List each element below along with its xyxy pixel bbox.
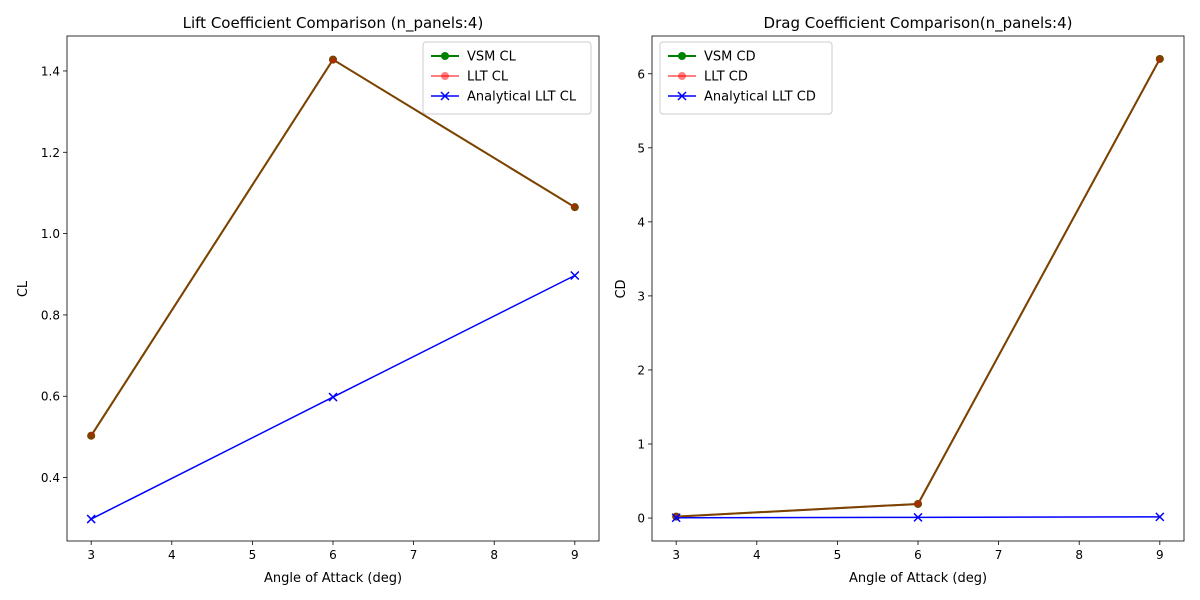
plot-area-border [651, 35, 1185, 542]
y-axis-label: CD [614, 279, 629, 298]
y-tick-label: 0.4 [41, 471, 60, 485]
data-point [1155, 512, 1165, 522]
data-point [671, 513, 681, 523]
legend-box [659, 41, 833, 115]
legend-label: Analytical LLT CD [704, 90, 816, 105]
series-line [676, 58, 1161, 518]
legend-label: LLT CL [467, 70, 509, 85]
x-tick-label: 9 [571, 548, 579, 562]
chart-title: Lift Coefficient Comparison (n_panels:4) [183, 14, 484, 33]
data-point [87, 431, 96, 440]
x-axis-label: Angle of Attack (deg) [264, 571, 402, 586]
y-tick-label: 1.0 [41, 227, 60, 241]
chart-title: Drag Coefficient Comparison(n_panels:4) [764, 14, 1073, 33]
x-tick-label: 3 [672, 548, 680, 562]
x-tick-label: 6 [914, 548, 922, 562]
data-point [328, 392, 338, 402]
legend-marker [678, 52, 686, 60]
series-line [676, 58, 1161, 518]
x-tick-label: 4 [168, 548, 176, 562]
legend-marker [677, 91, 687, 101]
data-point [86, 514, 96, 524]
data-point [329, 55, 337, 64]
legend-label: VSM CL [467, 50, 517, 65]
legend-marker [441, 72, 449, 80]
y-tick-label: 0.6 [41, 390, 60, 404]
x-tick-label: 4 [753, 548, 761, 562]
x-tick-label: 6 [329, 548, 337, 562]
y-axis-label: CL [16, 280, 31, 297]
data-point [570, 270, 580, 281]
legend-label: VSM CD [704, 50, 756, 65]
data-point [914, 499, 922, 508]
legend-marker [678, 72, 686, 80]
x-tick-label: 5 [249, 548, 257, 562]
x-tick-label: 8 [1075, 548, 1083, 562]
y-tick-label: 0 [637, 512, 645, 526]
y-tick-label: 1 [637, 437, 645, 451]
x-tick-label: 9 [1156, 548, 1164, 562]
data-point [672, 512, 681, 521]
y-tick-label: 1.4 [41, 64, 60, 78]
data-point [913, 512, 923, 522]
x-tick-label: 3 [87, 548, 95, 562]
y-tick-label: 2 [637, 363, 645, 377]
x-tick-label: 5 [834, 548, 842, 562]
data-point [1155, 54, 1164, 63]
y-tick-label: 5 [637, 141, 645, 155]
x-tick-label: 7 [995, 548, 1003, 562]
y-tick-label: 4 [637, 215, 645, 229]
legend-marker [440, 91, 450, 101]
legend-label: LLT CD [704, 70, 748, 85]
x-tick-label: 8 [490, 548, 498, 562]
y-tick-label: 3 [637, 289, 645, 303]
y-tick-label: 0.8 [41, 308, 60, 322]
series-line [90, 58, 576, 437]
y-tick-label: 1.2 [41, 146, 60, 160]
legend-label: Analytical LLT CL [467, 90, 577, 105]
x-tick-label: 7 [410, 548, 418, 562]
series-line [90, 58, 576, 437]
x-axis-label: Angle of Attack (deg) [849, 571, 987, 586]
lift-coefficient-chart: Lift Coefficient Comparison (n_panels:4)… [16, 14, 600, 586]
legend-marker [441, 52, 449, 60]
y-tick-label: 6 [637, 67, 645, 81]
drag-coefficient-chart: Drag Coefficient Comparison(n_panels:4) … [614, 14, 1185, 586]
plot-area-border [66, 35, 600, 542]
data-point [570, 203, 579, 212]
legend-box [422, 41, 592, 115]
